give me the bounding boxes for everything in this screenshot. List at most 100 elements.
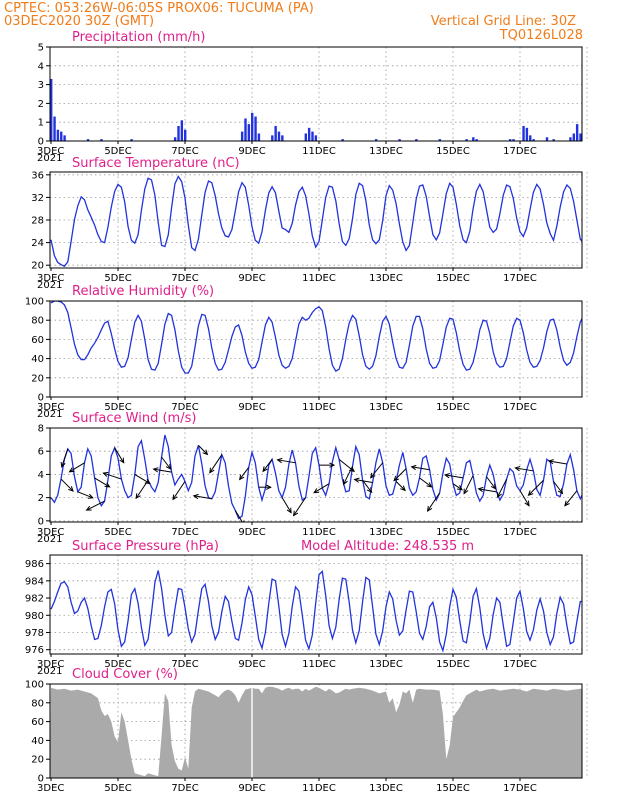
x-tick-label: 5DEC [104,659,131,670]
header-location: CPTEC: 053:26W-06:05S PROX06: TUCUMA (PA… [4,1,314,16]
x-tick-label: 13DEC [369,273,403,284]
wind-arrow [528,479,544,496]
wind-arrow-head [329,462,336,468]
y-tick-label: 28 [31,216,44,227]
precip-bar [60,131,63,141]
x-tick-label: 9DEC [238,659,265,670]
wind-arrow [313,483,330,494]
x-tick-label: 11DEC [302,273,336,284]
y-tick-label: 3 [38,80,44,91]
precip-bar [254,116,257,141]
precip-bar [572,133,575,141]
precip-bar [603,137,605,141]
y-tick-label: 20 [31,755,44,766]
press-title: Surface Pressure (hPa) [72,539,219,554]
y-tick-label: 0 [38,774,44,785]
x-tick-label: 11DEC [302,146,336,157]
precip-bar [579,133,582,141]
precip-bar [53,116,56,141]
wind-arrow [60,478,74,492]
y-tick-label: 60 [31,717,44,728]
wind-arrow-head [353,477,360,483]
wind-data [50,434,602,522]
precip-bar [180,120,184,141]
x-tick-label: 7DEC [171,527,198,538]
wind-arrow-head [165,464,172,470]
wind-arrow [553,481,563,494]
precip-bar [50,78,53,141]
wind-arrow [370,462,384,479]
wind-arrow [293,497,307,516]
wind-arrow-head [342,479,348,486]
year-label: 2021 [37,153,62,164]
wind-arrow [354,479,373,484]
wind-arrow [262,459,273,472]
wind-arrow-head [292,510,299,517]
year-label: 2021 [37,280,62,291]
y-tick-label: 20 [31,373,44,384]
precip-bar [475,139,478,141]
x-tick-label: 17DEC [503,527,537,538]
wind-arrow-head [209,467,215,474]
wind-arrow-head [524,500,530,507]
y-tick-label: 5 [38,43,44,54]
wind-arrow [209,454,223,473]
wind-arrow [463,475,474,494]
rh-title: Relative Humidity (%) [72,284,214,299]
x-tick-label: 7DEC [171,273,198,284]
x-tick-label: 7DEC [171,783,198,794]
wind-arrow-head [102,471,109,477]
wind-arrow-head [581,490,582,492]
wind-arrow-head [497,492,502,499]
wind-arrow-head [60,461,66,468]
precip-bar [247,124,251,141]
wind-arrow [114,447,125,463]
wind-arrow [198,445,208,455]
precip-bar [415,139,418,141]
press-data [50,569,582,653]
wind-arrow [161,456,171,470]
y-tick-label: 980 [25,611,44,622]
y-tick-label: 100 [25,297,44,308]
wind-arrow [548,460,567,465]
wind-arrow [338,458,355,472]
wind-arrow-head [456,485,463,491]
wind-arrow [239,467,250,480]
wind-arrow [343,466,353,485]
wind-arrow [77,491,93,499]
wind-arrow [419,477,432,488]
wind-arrow [234,510,243,522]
precip-frame [49,46,583,142]
wind-arrow-head [597,472,602,477]
precip-bar [508,139,512,141]
wind-panel: 0 2 4 6 8 3DEC 5DEC 7DEC 9DEC 11DEC 13DEC 15DEC 17DE… [37,411,602,545]
wind-arrow [515,467,534,472]
precip-bar [274,125,277,141]
y-tick-label: 986 [25,559,44,570]
precip-bar [307,127,311,141]
precip-bar [100,139,103,141]
precip-data [50,78,605,141]
y-tick-label: 4 [38,470,44,481]
wind-arrow-head [239,474,245,481]
wind-arrow [172,481,186,500]
x-tick-label: 13DEC [369,527,403,538]
x-tick-label: 11DEC [302,527,336,538]
y-tick-label: 2 [38,493,44,504]
y-tick-label: 80 [31,316,44,327]
x-tick-label: 15DEC [436,527,470,538]
precip-bar [512,139,515,141]
wind-line [50,434,582,520]
temp-line [50,175,582,268]
wind-arrow [362,479,372,493]
wind-arrow-head [265,484,272,490]
wind-arrow-head [262,466,268,473]
wind-arrow [277,459,296,464]
year-label: 2021 [37,409,62,420]
wind-arrow-head [68,467,75,473]
y-tick-label: 0 [38,137,44,148]
wind-arrow [135,479,149,499]
wind-arrow-head [426,505,433,512]
rh-panel: 0 20 40 60 80 100 3DEC 5DEC 7DEC 9DEC 11DEC 13DEC 15… [25,284,588,420]
press-line [50,569,582,653]
